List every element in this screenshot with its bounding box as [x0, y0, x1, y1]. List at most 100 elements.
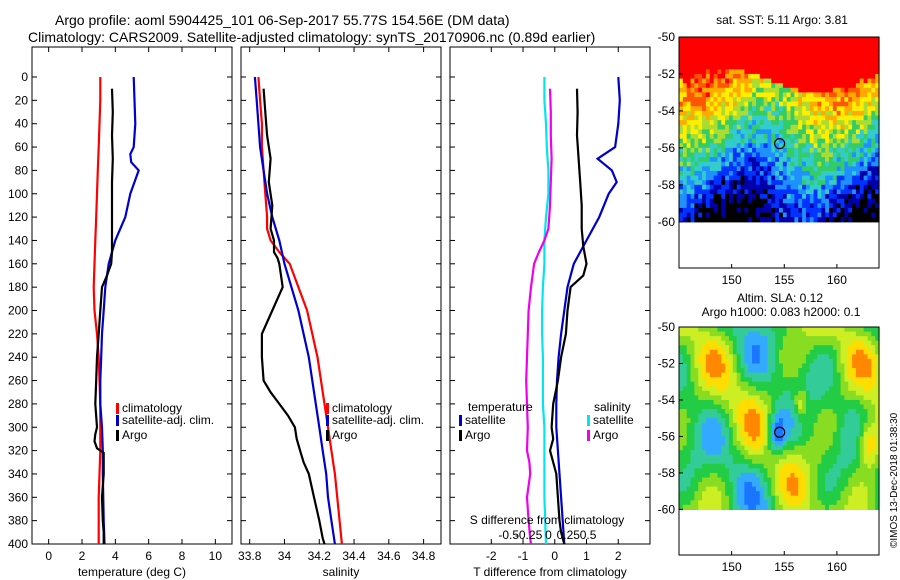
map-cell	[694, 41, 699, 47]
map-cell	[809, 78, 815, 84]
map-cell	[694, 436, 699, 442]
map-cell	[782, 87, 788, 94]
map-cell	[679, 404, 684, 410]
map-cell	[863, 60, 869, 66]
map-cell	[798, 390, 803, 396]
map-cell	[686, 477, 692, 483]
map-cell	[721, 73, 726, 80]
map-cell	[809, 83, 815, 89]
map-cell	[794, 445, 799, 451]
map-cell	[690, 477, 695, 483]
map-cell	[729, 418, 734, 424]
map-cell	[748, 134, 753, 140]
map-cell	[782, 340, 788, 346]
map-cell	[759, 472, 765, 479]
map-cell	[840, 41, 845, 47]
map-cell	[686, 41, 692, 47]
map-cell	[748, 207, 753, 214]
map-cell	[871, 217, 876, 223]
map-cell	[848, 161, 853, 167]
map-cell	[732, 441, 738, 447]
map-cell	[775, 358, 780, 365]
map-cell	[744, 134, 749, 140]
map-cell	[867, 395, 872, 401]
map-cell	[794, 468, 799, 474]
map-cell	[682, 194, 688, 200]
map-cell	[686, 495, 692, 501]
map-cell	[763, 349, 769, 355]
map-cell	[740, 482, 745, 488]
map-cell	[736, 381, 742, 387]
map-cell	[702, 50, 707, 57]
map-cell	[798, 358, 803, 365]
map-cell	[802, 431, 807, 438]
map-cell	[725, 152, 730, 158]
map-cell	[817, 170, 822, 177]
map-cell	[713, 340, 719, 346]
map-cell	[679, 138, 684, 144]
map-cell	[732, 381, 738, 387]
map-cell	[705, 468, 711, 474]
map-cell	[844, 138, 849, 144]
map-cell	[848, 445, 853, 451]
map-cell	[863, 217, 869, 223]
map-cell	[821, 101, 826, 107]
map-cell	[825, 349, 830, 355]
map-cell	[705, 377, 711, 383]
y-tick-label: 240	[8, 350, 28, 364]
map-cell	[863, 184, 869, 191]
map-cell	[763, 390, 769, 396]
map-cell	[705, 73, 711, 80]
map-cell	[809, 363, 815, 369]
map-cell	[713, 203, 719, 209]
map-cell	[682, 83, 688, 89]
map-cell	[794, 486, 799, 492]
map-cell	[840, 418, 845, 424]
map-cell	[729, 161, 734, 167]
map-cell	[852, 399, 857, 406]
map-cell	[740, 78, 745, 84]
map-cell	[721, 427, 726, 433]
map-cell	[744, 157, 749, 163]
map-cell	[802, 436, 807, 442]
map-cell	[679, 427, 684, 433]
temperature-axes-frame	[31, 46, 233, 545]
map-cell	[732, 336, 738, 342]
map-cell	[694, 55, 699, 61]
map-cell	[752, 41, 757, 47]
map-cell	[705, 138, 711, 144]
map-cell	[775, 138, 780, 144]
map-cell	[871, 37, 876, 43]
map-cell	[709, 450, 715, 456]
map-cell	[755, 390, 761, 396]
map-cell	[759, 358, 765, 365]
map-cell	[732, 138, 738, 144]
map-cell	[836, 161, 842, 167]
map-cell	[848, 472, 853, 479]
map-cell	[705, 106, 711, 112]
map-cell	[782, 413, 788, 419]
map-cell	[752, 445, 757, 451]
map-cell	[690, 459, 695, 465]
map-cell	[821, 170, 826, 177]
map-cell	[875, 41, 880, 47]
map-cell	[729, 349, 734, 355]
map-cell	[740, 157, 745, 163]
map-cell	[794, 395, 799, 401]
map-cell	[852, 175, 857, 181]
map-cell	[686, 399, 692, 406]
map-cell	[875, 106, 880, 112]
map-cell	[713, 143, 719, 149]
map-cell	[805, 327, 811, 333]
map-cell	[682, 500, 688, 506]
map-cell	[802, 459, 807, 465]
map-cell	[825, 69, 830, 75]
map-cell	[686, 170, 692, 177]
map-cell	[709, 138, 715, 144]
map-cell	[813, 390, 819, 396]
map-cell	[690, 157, 695, 163]
map-cell	[767, 97, 772, 103]
map-cell	[709, 345, 715, 351]
map-cell	[782, 418, 788, 424]
map-cell	[790, 37, 795, 43]
